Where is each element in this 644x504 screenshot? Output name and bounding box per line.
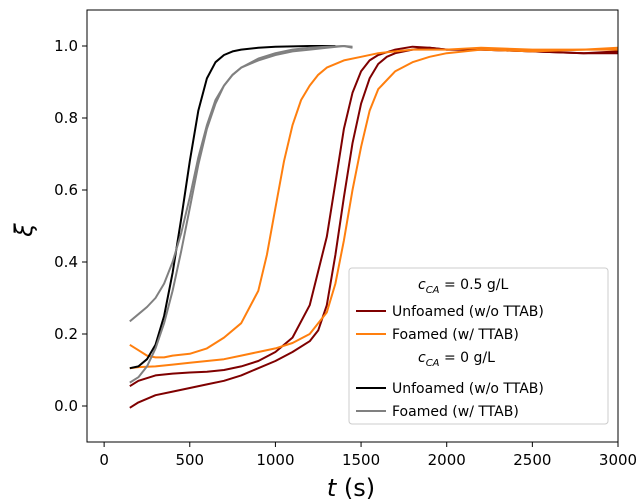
legend-group1-title-value: = 0.5 g/L — [440, 277, 509, 293]
x-axis-label-variable: t — [327, 474, 338, 502]
x-tick-label: 3000 — [599, 451, 637, 469]
x-tick-label: 0 — [99, 451, 109, 469]
series-line-1 — [129, 46, 619, 409]
y-tick-label: 0.2 — [54, 325, 78, 343]
x-tick-label: 2000 — [428, 451, 466, 469]
y-tick-label: 0.4 — [54, 253, 78, 271]
legend-group2-title-value: = 0 g/L — [440, 350, 496, 366]
legend-label-unfoamed-0: Unfoamed (w/o TTAB) — [392, 381, 544, 397]
y-tick-label: 0.6 — [54, 181, 78, 199]
x-tick-label: 500 — [175, 451, 204, 469]
legend: cCA = 0.5 g/L Unfoamed (w/o TTAB) Foamed… — [348, 267, 609, 425]
series-line-5 — [129, 45, 353, 323]
y-tick-label: 0.8 — [54, 109, 78, 127]
y-axis-label: ξ — [10, 223, 38, 238]
x-axis-label: t (s) — [327, 474, 375, 502]
legend-box — [348, 267, 609, 425]
y-tick-label: 0.0 — [54, 397, 78, 415]
x-tick-label: 2500 — [513, 451, 551, 469]
legend-group2-title-var: c — [418, 350, 426, 366]
plot-frame — [86, 9, 619, 443]
x-tick-label: 1000 — [256, 451, 294, 469]
x-axis-label-unit: (s) — [344, 474, 375, 502]
series-lines — [129, 45, 619, 409]
series-line-4 — [129, 45, 336, 370]
x-axis-ticks: 0 500 1000 1500 2000 2500 3000 — [99, 442, 637, 469]
legend-group2-title: cCA = 0 g/L — [418, 350, 495, 369]
x-tick-label: 1500 — [342, 451, 380, 469]
series-line-2 — [129, 46, 618, 359]
legend-group1-title: cCA = 0.5 g/L — [418, 277, 508, 296]
legend-label-unfoamed-05: Unfoamed (w/o TTAB) — [392, 304, 544, 320]
legend-group1-title-var: c — [418, 277, 426, 293]
legend-group2-title-sub: CA — [426, 358, 440, 369]
series-line-3 — [129, 46, 619, 370]
series-line-6 — [129, 45, 353, 384]
y-axis-ticks: 0.0 0.2 0.4 0.6 0.8 1.0 — [54, 37, 87, 415]
legend-label-foamed-0: Foamed (w/ TTAB) — [392, 404, 519, 420]
legend-group1-title-sub: CA — [426, 285, 440, 296]
legend-label-foamed-05: Foamed (w/ TTAB) — [392, 327, 519, 343]
y-tick-label: 1.0 — [54, 37, 78, 55]
